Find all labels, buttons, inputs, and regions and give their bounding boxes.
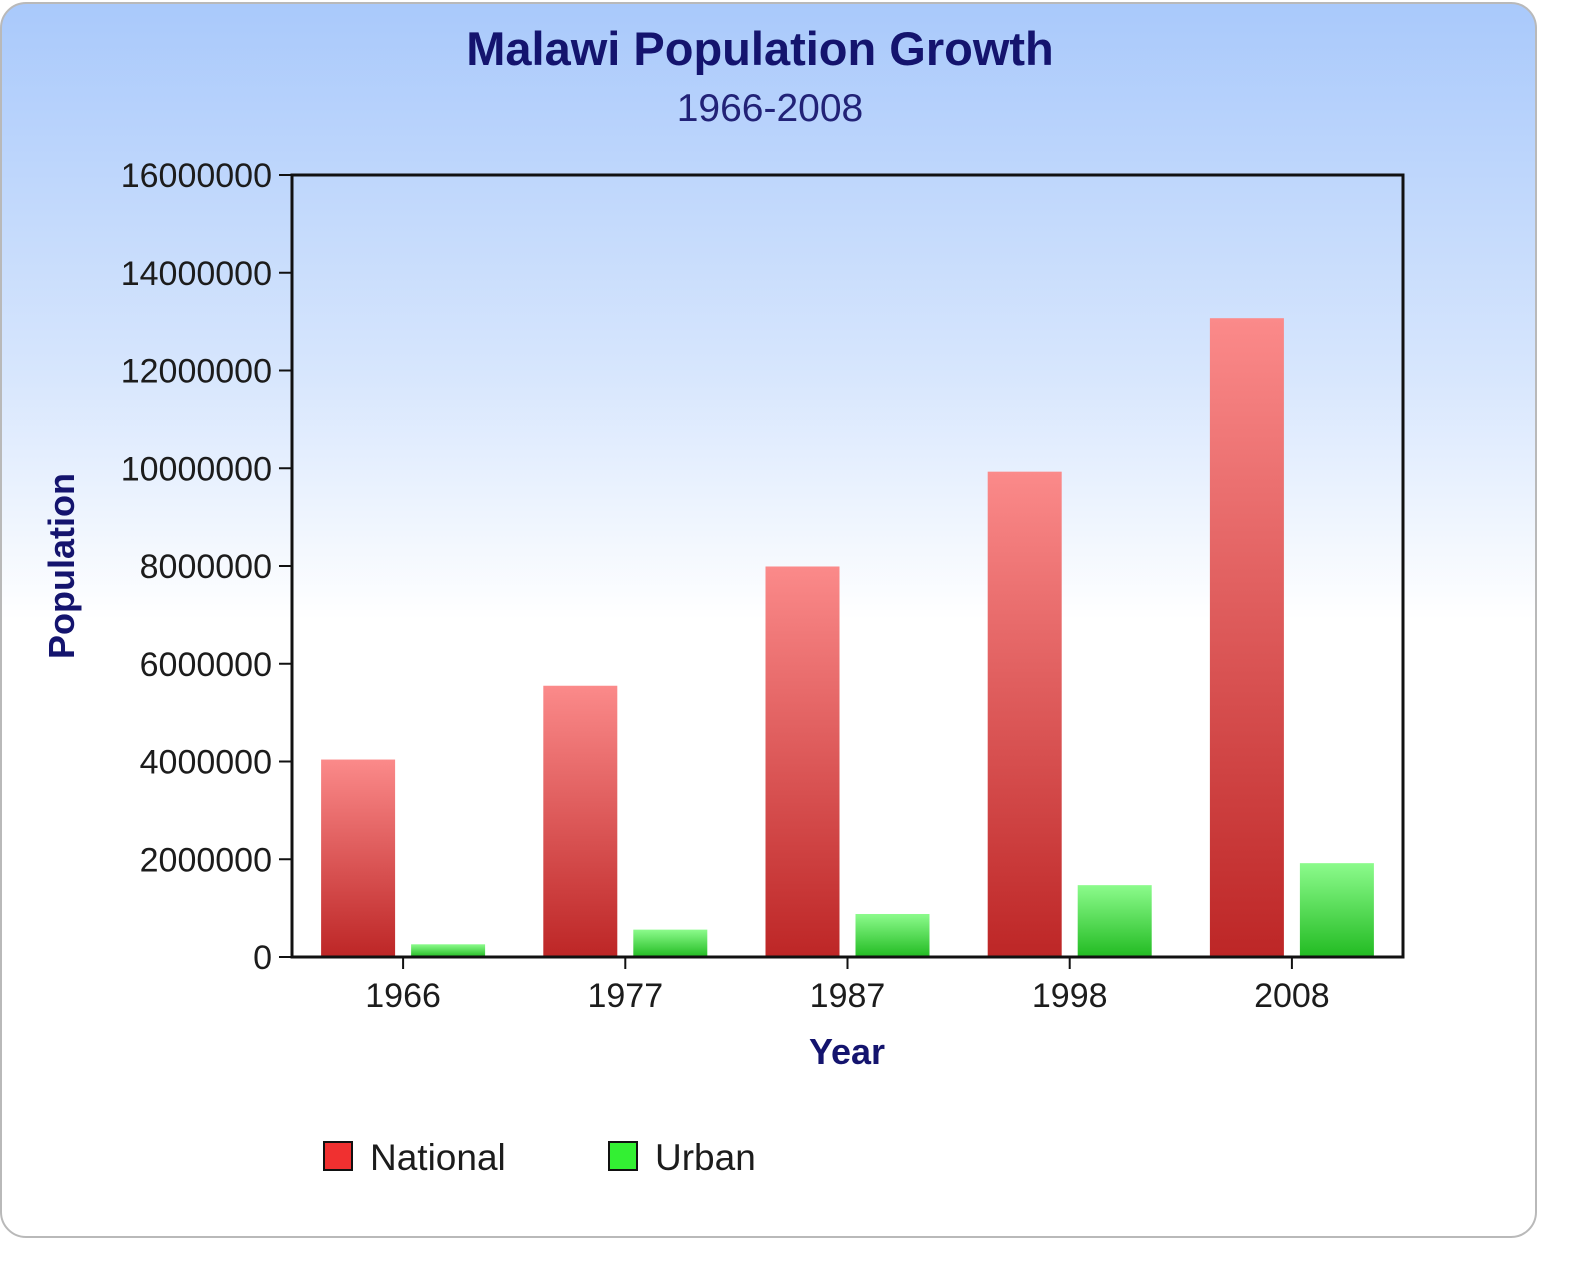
x-axis-ticks: 1966 1977 1987 1998 2008 xyxy=(365,957,1330,1015)
bar-national-1998 xyxy=(987,471,1062,957)
bar-national-1987 xyxy=(765,566,840,957)
y-tick-label: 14000000 xyxy=(121,255,272,293)
bar-national-1977 xyxy=(543,685,618,957)
y-axis-title: Population xyxy=(41,473,82,659)
bar-national-2008 xyxy=(1209,318,1284,957)
chart-subtitle: 1966-2008 xyxy=(677,87,864,130)
y-tick-label: 12000000 xyxy=(121,353,272,391)
bar-urban-1987 xyxy=(855,913,930,957)
y-tick-label: 0 xyxy=(253,939,272,977)
y-tick-label: 6000000 xyxy=(140,646,272,684)
y-tick-label: 16000000 xyxy=(121,157,272,195)
y-tick-label: 10000000 xyxy=(121,450,272,488)
legend: National Urban xyxy=(323,1137,756,1178)
x-axis-title: Year xyxy=(809,1031,885,1072)
bar-national-1966 xyxy=(321,759,396,957)
x-tick-label: 1987 xyxy=(810,977,886,1015)
y-axis-ticks: 0 2000000 4000000 6000000 8000000 10000000 120… xyxy=(121,157,292,977)
x-tick-label: 1977 xyxy=(587,977,663,1015)
bar-urban-1966 xyxy=(411,944,486,957)
y-tick-label: 4000000 xyxy=(140,744,272,782)
legend-swatch-national xyxy=(323,1141,353,1171)
bar-urban-1998 xyxy=(1077,885,1152,957)
legend-label-national: National xyxy=(370,1137,506,1178)
legend-swatch-urban xyxy=(608,1141,638,1171)
legend-label-urban: Urban xyxy=(655,1137,756,1178)
x-tick-label: 1966 xyxy=(365,977,441,1015)
bar-urban-2008 xyxy=(1299,863,1374,957)
x-tick-label: 1998 xyxy=(1032,977,1108,1015)
chart-title: Malawi Population Growth xyxy=(466,22,1054,75)
x-tick-label: 2008 xyxy=(1254,977,1330,1015)
bars-group xyxy=(321,318,1374,957)
bar-urban-1977 xyxy=(633,929,708,957)
y-tick-label: 8000000 xyxy=(140,548,272,586)
y-tick-label: 2000000 xyxy=(140,841,272,879)
